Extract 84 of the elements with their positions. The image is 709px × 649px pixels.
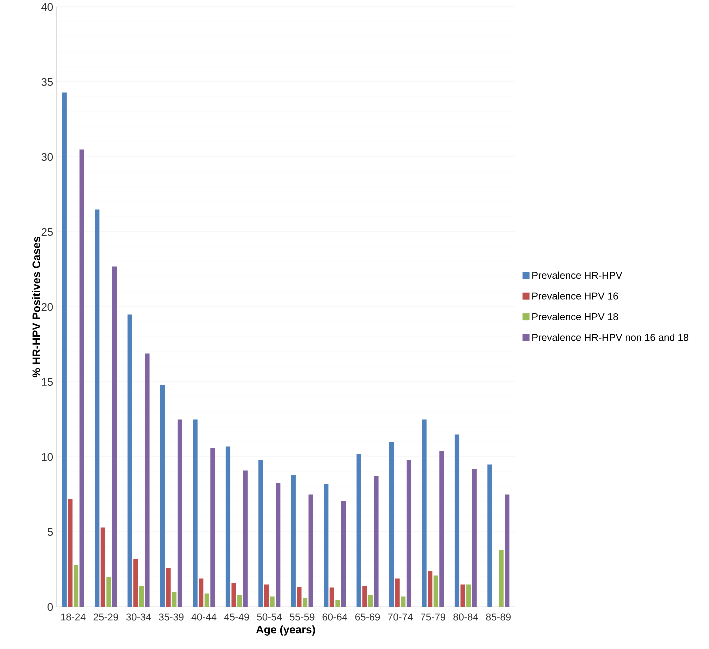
bar	[356, 454, 362, 608]
bar	[302, 598, 308, 608]
y-tick-label: 35	[42, 78, 54, 86]
bar	[362, 586, 368, 608]
bar	[232, 583, 236, 608]
bar	[336, 600, 340, 608]
bar	[324, 484, 329, 608]
bar	[95, 210, 100, 608]
bar	[106, 577, 112, 608]
y-tick-label: 30	[42, 153, 54, 161]
legend-label: Prevalence HR-HPV	[532, 272, 623, 280]
x-tick-label: 18-24	[61, 614, 86, 621]
bar	[434, 576, 438, 608]
bar	[243, 470, 248, 608]
x-tick-label: 60-64	[322, 614, 348, 621]
bar	[428, 571, 433, 608]
bar	[368, 595, 373, 608]
x-tick-label: 40-44	[192, 614, 217, 621]
x-tick-label: 30-34	[126, 614, 152, 621]
y-axis-title: % HR-HPV Positives Cases	[32, 236, 40, 378]
y-tick-label: 20	[42, 303, 54, 311]
x-axis-title: Age (years)	[256, 626, 316, 636]
bar	[395, 578, 400, 608]
y-tick-label: 15	[42, 378, 54, 386]
bar	[264, 584, 270, 608]
bar	[160, 385, 166, 608]
y-tick-label: 25	[42, 228, 54, 236]
y-tick-label: 0	[48, 603, 54, 611]
bar	[210, 448, 216, 608]
x-tick-label: 75-79	[421, 614, 446, 621]
bar	[270, 596, 275, 608]
bar	[226, 446, 231, 608]
bar	[330, 588, 334, 608]
bar	[276, 483, 281, 608]
x-tick-label: 85-89	[486, 614, 511, 621]
bar	[204, 594, 210, 608]
bar	[454, 434, 460, 608]
bar	[193, 420, 198, 608]
bar	[128, 314, 132, 608]
y-tick-label: 10	[42, 453, 54, 461]
x-tick-label: 45-49	[224, 614, 250, 621]
bar	[472, 469, 477, 608]
legend-label: Prevalence HR-HPV non 16 and 18	[532, 334, 689, 342]
bar	[172, 592, 177, 608]
bar	[291, 475, 296, 608]
bar	[238, 595, 242, 608]
x-tick-label: 80-84	[454, 614, 478, 621]
bar	[406, 460, 412, 608]
bar	[74, 565, 79, 608]
bar	[297, 586, 302, 608]
bar	[488, 464, 492, 608]
bar	[499, 550, 504, 608]
legend-label: Prevalence HPV 18	[532, 313, 618, 320]
bar	[100, 528, 106, 608]
x-tick-label: 70-74	[388, 614, 413, 621]
bar	[112, 266, 118, 608]
bar	[505, 494, 510, 608]
bar	[145, 354, 150, 608]
bar	[166, 568, 171, 608]
bar	[341, 501, 346, 608]
x-tick-label: 25-29	[94, 614, 118, 621]
bar	[401, 596, 406, 608]
bar	[466, 584, 472, 608]
bar	[80, 150, 84, 608]
x-tick-label: 50-54	[257, 614, 282, 621]
bar	[440, 451, 444, 608]
x-tick-label: 35-39	[159, 614, 184, 621]
x-tick-label: 65-69	[356, 614, 380, 621]
y-tick-label: 5	[48, 528, 54, 536]
y-tick-label: 40	[42, 3, 54, 11]
bar	[258, 460, 264, 608]
bar	[178, 420, 183, 608]
bar	[62, 92, 67, 608]
x-tick-label: 55-59	[290, 614, 315, 621]
bar	[68, 499, 73, 608]
bar	[308, 494, 314, 608]
bar	[134, 559, 138, 608]
bar	[199, 578, 204, 608]
bar	[374, 476, 379, 608]
bar	[422, 420, 427, 608]
legend-label: Prevalence HPV 16	[532, 292, 618, 300]
bar	[460, 584, 466, 608]
bar	[139, 586, 144, 608]
bar	[390, 442, 394, 608]
